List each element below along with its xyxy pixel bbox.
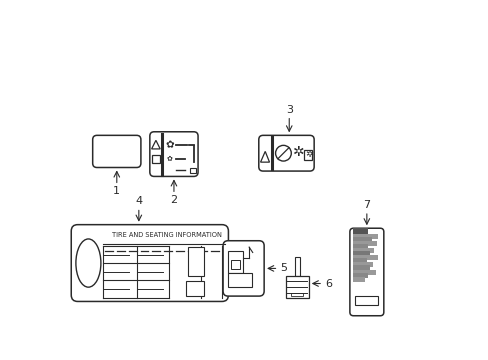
Bar	[352, 262, 372, 267]
Bar	[352, 248, 373, 253]
FancyBboxPatch shape	[149, 132, 198, 176]
Text: 7: 7	[363, 200, 369, 210]
Text: 4: 4	[135, 197, 142, 206]
Bar	[152, 155, 160, 163]
Bar	[352, 237, 372, 242]
Bar	[352, 270, 375, 275]
Bar	[352, 273, 367, 278]
Bar	[352, 241, 376, 246]
Bar	[352, 234, 377, 239]
Bar	[190, 168, 196, 173]
Text: 6: 6	[325, 279, 331, 288]
Bar	[285, 276, 308, 298]
FancyBboxPatch shape	[93, 135, 141, 167]
Text: ✲: ✲	[292, 145, 304, 159]
FancyBboxPatch shape	[223, 241, 264, 296]
Bar	[354, 296, 378, 305]
Text: 2: 2	[170, 195, 177, 204]
Bar	[352, 228, 367, 234]
Bar	[185, 280, 204, 296]
Bar	[352, 265, 369, 270]
Bar	[304, 150, 311, 159]
Bar	[352, 258, 366, 263]
Bar	[294, 257, 299, 276]
Text: 1: 1	[113, 186, 120, 196]
Bar	[187, 247, 203, 275]
Bar	[228, 273, 251, 287]
Text: 5: 5	[280, 264, 287, 273]
Text: TIRE AND SEATING INFORMATION: TIRE AND SEATING INFORMATION	[112, 231, 222, 238]
Text: 3: 3	[285, 105, 292, 114]
Bar	[352, 255, 377, 260]
FancyBboxPatch shape	[258, 135, 313, 171]
Bar	[352, 251, 369, 256]
Bar	[352, 244, 367, 249]
Text: ✿: ✿	[166, 156, 172, 162]
Bar	[352, 278, 365, 283]
FancyBboxPatch shape	[71, 225, 228, 301]
Text: ✲: ✲	[305, 149, 313, 159]
Bar	[291, 293, 303, 296]
FancyBboxPatch shape	[349, 228, 383, 316]
Bar	[230, 260, 240, 269]
Text: ✿: ✿	[165, 140, 174, 150]
Bar	[228, 251, 243, 273]
